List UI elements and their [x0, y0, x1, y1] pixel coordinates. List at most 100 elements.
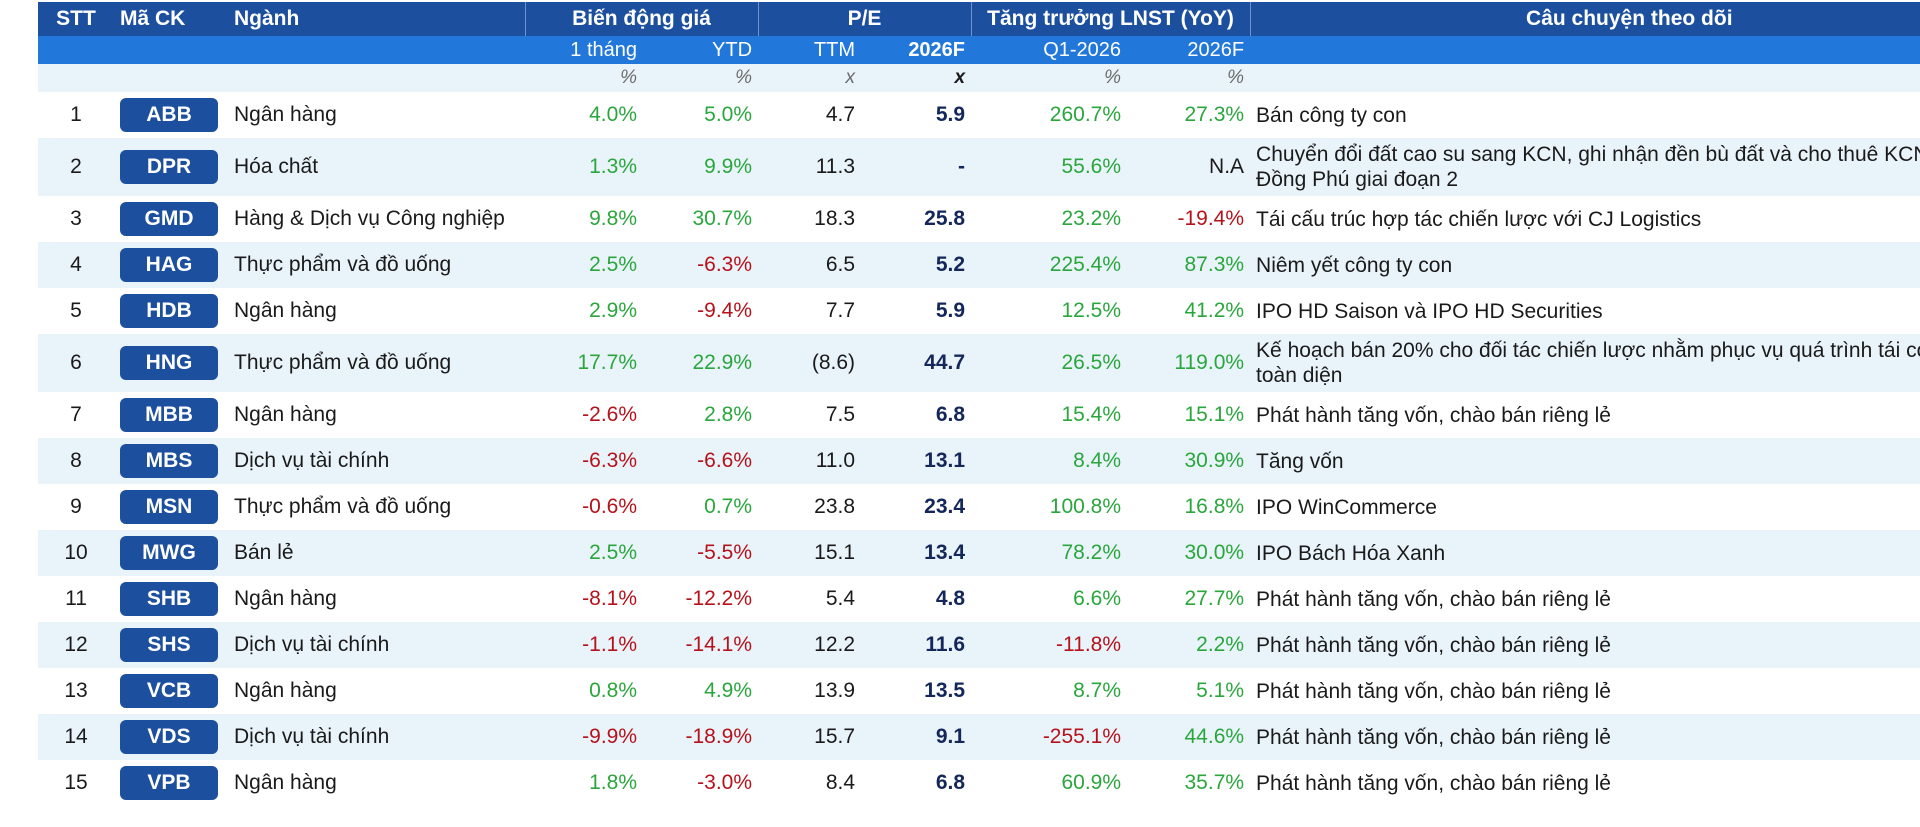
row-pe-ttm: 11.0: [815, 449, 856, 472]
row-stt: 8: [70, 449, 82, 472]
row-pe-ttm: 7.5: [825, 403, 856, 426]
row-sector: Dịch vụ tài chính: [234, 725, 390, 748]
row-growth-2026f: 35.7%: [1184, 771, 1245, 794]
row-pe-ttm: (8.6): [811, 351, 856, 374]
table-row: 2 DPR Hóa chất 1.3% 9.9% 11.3 - 55.6% N.…: [38, 138, 1920, 196]
row-change-ytd: 0.7%: [704, 495, 753, 518]
ticker-cell: VPB: [114, 760, 228, 806]
row-story: Phát hành tăng vốn, chào bán riêng lẻ: [1256, 633, 1611, 657]
row-change-1m: 9.8%: [589, 207, 637, 230]
header-row-units: % % x x % %: [38, 64, 1920, 92]
row-growth-q1: 15.4%: [1061, 403, 1122, 426]
header-row-main: STT Mã CK Ngành Biến động giá P/E Tăng t…: [38, 2, 1920, 36]
row-sector: Ngân hàng: [234, 679, 337, 702]
row-change-1m: 17.7%: [577, 351, 637, 374]
ticker-badge: GMD: [120, 202, 218, 236]
row-change-1m: -8.1%: [582, 587, 637, 610]
row-growth-2026f: -19.4%: [1177, 207, 1245, 230]
unit-1m: %: [525, 64, 643, 92]
data-table: STT Mã CK Ngành Biến động giá P/E Tăng t…: [38, 2, 1920, 806]
row-sector: Ngân hàng: [234, 103, 337, 126]
col-q1-header: Q1-2026: [971, 36, 1128, 64]
row-change-ytd: -12.2%: [685, 587, 753, 610]
row-stt: 7: [70, 403, 82, 426]
row-growth-q1: 78.2%: [1061, 541, 1122, 564]
table-row: 1 ABB Ngân hàng 4.0% 5.0% 4.7 5.9 260.7%…: [38, 92, 1920, 138]
ticker-badge: VDS: [120, 720, 218, 754]
row-change-ytd: -18.9%: [685, 725, 753, 748]
row-pe-2026f: 6.8: [935, 771, 966, 794]
row-pe-2026f: 4.8: [935, 587, 966, 610]
row-pe-2026f: 25.8: [924, 207, 966, 230]
col-pe2026-header: 2026F: [861, 36, 972, 64]
row-story: IPO WinCommerce: [1256, 495, 1437, 519]
col-stt-header: STT: [38, 2, 114, 36]
row-change-1m: -2.6%: [582, 403, 637, 426]
row-stt: 13: [64, 679, 88, 702]
ticker-badge: MBB: [120, 398, 218, 432]
row-sector: Ngân hàng: [234, 403, 337, 426]
row-story: Phát hành tăng vốn, chào bán riêng lẻ: [1256, 725, 1611, 749]
row-change-ytd: -6.3%: [697, 253, 753, 276]
growth-header: Tăng trưởng LNST (YoY): [971, 2, 1251, 36]
ticker-cell: GMD: [114, 196, 228, 242]
row-change-1m: -0.6%: [582, 495, 637, 518]
pe-header: P/E: [758, 2, 972, 36]
ticker-cell: DPR: [114, 138, 228, 196]
story-header: Câu chuyện theo dõi: [1250, 2, 1920, 36]
row-growth-q1: 100.8%: [1049, 495, 1122, 518]
table-row: 8 MBS Dịch vụ tài chính -6.3% -6.6% 11.0…: [38, 438, 1920, 484]
row-pe-ttm: 13.9: [814, 679, 856, 702]
row-change-ytd: 30.7%: [692, 207, 753, 230]
ticker-cell: HNG: [114, 334, 228, 392]
row-sector: Thực phẩm và đồ uống: [234, 351, 452, 374]
row-pe-2026f: 5.9: [935, 299, 966, 322]
table-body: 1 ABB Ngân hàng 4.0% 5.0% 4.7 5.9 260.7%…: [38, 92, 1920, 806]
row-stt: 6: [70, 351, 82, 374]
row-change-ytd: -3.0%: [697, 771, 753, 794]
row-stt: 4: [70, 253, 82, 276]
row-story: Chuyển đổi đất cao su sang KCN, ghi nhận…: [1256, 143, 1920, 191]
row-pe-ttm: 15.1: [814, 541, 856, 564]
row-growth-q1: 6.6%: [1073, 587, 1122, 610]
ticker-cell: MBB: [114, 392, 228, 438]
ticker-badge: MWG: [120, 536, 218, 570]
row-change-ytd: -5.5%: [697, 541, 753, 564]
row-pe-2026f: 13.1: [924, 449, 966, 472]
row-pe-2026f: 6.8: [935, 403, 966, 426]
row-change-ytd: 9.9%: [704, 155, 753, 178]
row-sector: Ngân hàng: [234, 587, 337, 610]
row-sector: Ngân hàng: [234, 299, 337, 322]
ticker-badge: HAG: [120, 248, 218, 282]
unit-ttm: x: [758, 64, 862, 92]
row-pe-ttm: 23.8: [814, 495, 856, 518]
row-change-ytd: -9.4%: [697, 299, 753, 322]
ticker-badge: VCB: [120, 674, 218, 708]
ticker-badge: VPB: [120, 766, 218, 800]
row-growth-q1: 60.9%: [1061, 771, 1122, 794]
stock-watch-table: STT Mã CK Ngành Biến động giá P/E Tăng t…: [38, 2, 1920, 806]
row-change-1m: 1.3%: [589, 155, 637, 178]
table-row: 14 VDS Dịch vụ tài chính -9.9% -18.9% 15…: [38, 714, 1920, 760]
col-ticker-header: Mã CK: [114, 2, 228, 36]
row-pe-ttm: 6.5: [825, 253, 856, 276]
table-row: 15 VPB Ngân hàng 1.8% -3.0% 8.4 6.8 60.9…: [38, 760, 1920, 806]
col-g2026-header: 2026F: [1127, 36, 1251, 64]
row-pe-ttm: 15.7: [814, 725, 856, 748]
row-pe-ttm: 18.3: [814, 207, 856, 230]
table-row: 3 GMD Hàng & Dịch vụ Công nghiệp 9.8% 30…: [38, 196, 1920, 242]
row-stt: 12: [64, 633, 88, 656]
ticker-cell: ABB: [114, 92, 228, 138]
row-change-ytd: 2.8%: [704, 403, 753, 426]
row-story: IPO Bách Hóa Xanh: [1256, 541, 1446, 565]
row-growth-q1: 12.5%: [1061, 299, 1122, 322]
ticker-cell: HAG: [114, 242, 228, 288]
unit-q1: %: [971, 64, 1128, 92]
row-growth-2026f: 41.2%: [1184, 299, 1245, 322]
row-growth-2026f: 15.1%: [1184, 403, 1245, 426]
row-growth-2026f: 119.0%: [1174, 351, 1245, 374]
row-growth-2026f: 2.2%: [1196, 633, 1245, 656]
row-sector: Thực phẩm và đồ uống: [234, 495, 452, 518]
row-stt: 3: [70, 207, 82, 230]
row-growth-q1: -255.1%: [1042, 725, 1122, 748]
